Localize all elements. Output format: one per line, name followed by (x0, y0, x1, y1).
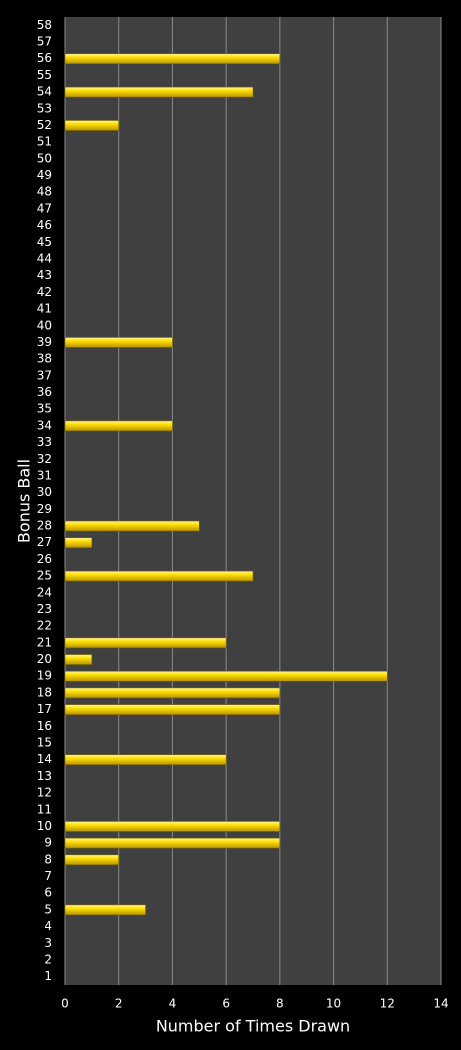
bar (64, 537, 93, 549)
bar (64, 904, 146, 916)
y-tick-label: 40 (37, 318, 52, 332)
bar (64, 670, 388, 682)
y-tick-label: 43 (37, 268, 52, 282)
y-tick-label: 57 (37, 35, 52, 49)
bar (64, 821, 281, 832)
y-tick-label: 2 (44, 952, 52, 966)
y-tick-label: 54 (37, 85, 52, 99)
y-tick-label: 35 (37, 402, 52, 416)
y-tick-label: 37 (37, 368, 52, 382)
bar (64, 687, 281, 699)
y-tick-label: 36 (37, 385, 52, 399)
y-tick-label: 52 (37, 118, 52, 132)
y-tick-label: 28 (37, 519, 52, 533)
x-tick-label: 10 (326, 997, 341, 1011)
y-tick-label: 58 (37, 18, 52, 32)
y-tick-label: 20 (37, 652, 52, 666)
y-tick-label: 14 (37, 752, 52, 766)
x-tick-label: 8 (276, 997, 284, 1011)
bar (64, 420, 173, 432)
bar (64, 837, 281, 849)
y-tick-label: 32 (37, 452, 52, 466)
y-tick-label: 50 (37, 151, 52, 165)
y-tick-label: 55 (37, 68, 52, 82)
y-tick-label: 29 (37, 502, 52, 516)
bar (64, 754, 227, 765)
y-tick-label: 46 (37, 218, 52, 232)
x-tick-label: 14 (433, 997, 448, 1011)
bar (64, 520, 200, 532)
y-tick-label: 51 (37, 135, 52, 149)
y-tick-label: 4 (44, 919, 52, 933)
y-tick-label: 13 (37, 769, 52, 783)
y-tick-label: 53 (37, 101, 52, 115)
y-tick-label: 5 (44, 902, 52, 916)
y-tick-label: 31 (37, 468, 52, 482)
bar (64, 570, 254, 582)
y-tick-label: 17 (37, 702, 52, 716)
bar (64, 337, 173, 348)
y-tick-label: 22 (37, 619, 52, 633)
y-tick-label: 19 (37, 669, 52, 683)
bar (64, 53, 281, 65)
y-tick-label: 12 (37, 786, 52, 800)
x-tick-label: 2 (115, 997, 123, 1011)
x-tick-label: 12 (380, 997, 395, 1011)
y-tick-label: 25 (37, 569, 52, 583)
y-tick-label: 49 (37, 168, 52, 182)
bar (64, 120, 120, 131)
y-tick-label: 11 (37, 802, 52, 816)
y-tick-label: 41 (37, 302, 52, 316)
y-tick-label: 48 (37, 185, 52, 199)
y-tick-label: 8 (44, 852, 52, 866)
y-tick-label: 7 (44, 869, 52, 883)
y-tick-label: 24 (37, 585, 52, 599)
y-tick-label: 1 (44, 969, 52, 983)
y-tick-label: 26 (37, 552, 52, 566)
y-tick-label: 10 (37, 819, 52, 833)
bar (64, 637, 227, 649)
y-tick-label: 6 (44, 886, 52, 900)
bar (64, 704, 281, 715)
y-tick-label: 47 (37, 201, 52, 215)
bar (64, 654, 93, 665)
x-tick-label: 4 (169, 997, 177, 1011)
y-tick-label: 16 (37, 719, 52, 733)
x-axis-title: Number of Times Drawn (156, 1017, 350, 1036)
y-tick-label: 42 (37, 285, 52, 299)
x-tick-label: 0 (61, 997, 69, 1011)
y-tick-label: 33 (37, 435, 52, 449)
bar (64, 86, 254, 98)
y-tick-label: 3 (44, 936, 52, 950)
x-tick-label: 6 (222, 997, 230, 1011)
y-tick-label: 27 (37, 535, 52, 549)
y-tick-label: 56 (37, 51, 52, 65)
y-tick-label: 9 (44, 836, 52, 850)
y-tick-label: 34 (37, 418, 52, 432)
y-axis-title: Bonus Ball (15, 459, 34, 543)
y-tick-label: 23 (37, 602, 52, 616)
y-tick-label: 45 (37, 235, 52, 249)
y-tick-label: 21 (37, 635, 52, 649)
bar (64, 854, 120, 866)
y-tick-label: 18 (37, 685, 52, 699)
y-tick-label: 39 (37, 335, 52, 349)
y-tick-label: 38 (37, 352, 52, 366)
y-tick-label: 30 (37, 485, 52, 499)
y-tick-label: 44 (37, 252, 52, 266)
y-tick-label: 15 (37, 736, 52, 750)
